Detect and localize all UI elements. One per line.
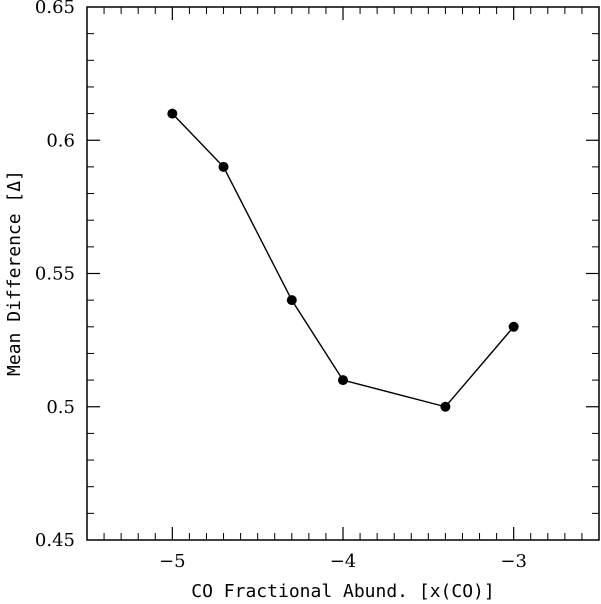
series xyxy=(167,108,519,412)
plot-frame xyxy=(86,6,600,541)
y-tick-label: 0.45 xyxy=(35,530,75,551)
minor-ticks xyxy=(87,7,599,540)
y-tick-label: 0.55 xyxy=(35,264,75,285)
data-point xyxy=(338,375,348,386)
major-ticks xyxy=(87,7,599,540)
data-point xyxy=(508,321,519,332)
series-line xyxy=(171,113,515,408)
y-axis-label: Mean Difference [Δ] xyxy=(4,170,25,376)
y-tick-label: 0.6 xyxy=(46,130,75,151)
y-tick-label: 0.65 xyxy=(35,0,75,18)
x-axis-label: CO Fractional Abund. [x(CO)] xyxy=(191,581,494,602)
y-tick-label: 0.5 xyxy=(46,397,75,418)
data-point xyxy=(440,401,451,412)
data-point xyxy=(167,108,178,119)
data-point xyxy=(286,295,297,306)
x-tick-label: −3 xyxy=(500,551,527,572)
x-tick-label: −5 xyxy=(159,551,186,572)
tick-labels: −5 −4 −3 0.45 0.5 0.55 0.6 0.65 xyxy=(35,0,527,572)
data-point xyxy=(218,161,229,172)
x-tick-label: −4 xyxy=(330,551,357,572)
